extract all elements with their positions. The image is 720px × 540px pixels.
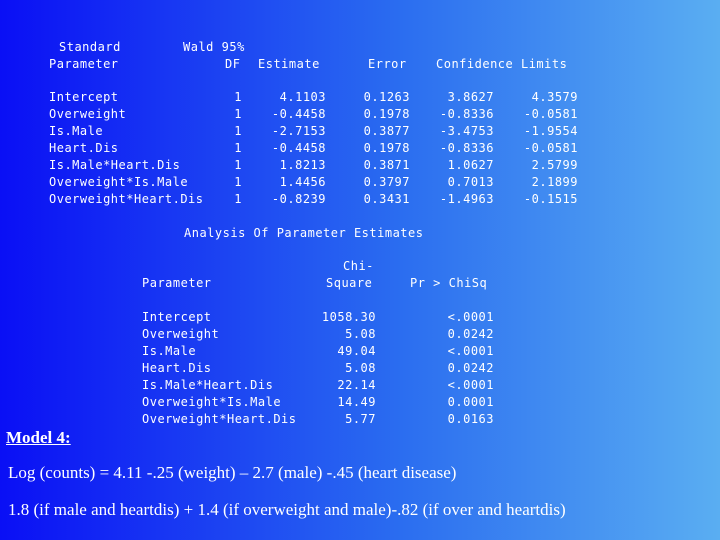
table-cell-df: 1	[234, 192, 242, 206]
table-cell-lower: 0.7013	[447, 175, 494, 189]
table-cell-parameter: Overweight	[49, 107, 127, 121]
table-cell-upper: 4.3579	[531, 90, 578, 104]
header-wald: Wald 95%	[183, 40, 245, 54]
table-cell-lower: 1.0627	[447, 158, 494, 172]
table-cell-upper: -0.1515	[523, 192, 578, 206]
table-cell-upper: 2.5799	[531, 158, 578, 172]
header-df: DF	[225, 57, 241, 71]
table-cell-upper: -0.0581	[523, 107, 578, 121]
header-pr-chisq: Pr > ChiSq	[410, 276, 488, 290]
table-cell-chi: 14.49	[337, 395, 376, 409]
table-cell-upper: -0.0581	[523, 141, 578, 155]
table-cell-parameter: Overweight	[142, 327, 220, 341]
table-cell-p: <.0001	[447, 378, 494, 392]
table-cell-df: 1	[234, 90, 242, 104]
table-cell-error: 0.1263	[363, 90, 410, 104]
table-cell-parameter: Overweight*Is.Male	[142, 395, 282, 409]
table-cell-estimate: -0.4458	[271, 141, 326, 155]
header-chi: Chi-	[343, 259, 374, 273]
table-cell-parameter: Heart.Dis	[49, 141, 119, 155]
table-cell-p: 0.0163	[447, 412, 494, 426]
table-cell-p: 0.0001	[447, 395, 494, 409]
table-cell-parameter: Intercept	[142, 310, 212, 324]
header-chi-square: Square	[326, 276, 373, 290]
header-parameter: Parameter	[49, 57, 119, 71]
table-cell-parameter: Intercept	[49, 90, 119, 104]
table-cell-chi: 5.08	[345, 361, 376, 375]
model-label: Model 4:	[6, 428, 71, 447]
header-error: Error	[368, 57, 407, 71]
header-estimate: Estimate	[258, 57, 320, 71]
table-cell-upper: -1.9554	[523, 124, 578, 138]
table-cell-chi: 22.14	[337, 378, 376, 392]
model-equation-line1: Log (counts) = 4.11 -.25 (weight) – 2.7 …	[8, 463, 457, 482]
table-cell-lower: -0.8336	[439, 141, 494, 155]
table-cell-error: 0.3871	[363, 158, 410, 172]
table-cell-chi: 5.08	[345, 327, 376, 341]
table-cell-lower: -1.4963	[439, 192, 494, 206]
table-cell-estimate: 4.1103	[279, 90, 326, 104]
table-cell-error: 0.3431	[363, 192, 410, 206]
table-cell-p: <.0001	[447, 344, 494, 358]
model-equation-line2: 1.8 (if male and heartdis) + 1.4 (if ove…	[8, 500, 566, 519]
table-cell-parameter: Is.Male*Heart.Dis	[142, 378, 274, 392]
table-cell-p: 0.0242	[447, 327, 494, 341]
table-cell-parameter: Overweight*Heart.Dis	[49, 192, 204, 206]
table-cell-df: 1	[234, 124, 242, 138]
table-cell-parameter: Overweight*Heart.Dis	[142, 412, 297, 426]
table-cell-error: 0.3797	[363, 175, 410, 189]
table-cell-parameter: Is.Male	[142, 344, 197, 358]
table-cell-p: 0.0242	[447, 361, 494, 375]
table-cell-p: <.0001	[447, 310, 494, 324]
table-cell-error: 0.1978	[363, 107, 410, 121]
analysis-title: Analysis Of Parameter Estimates	[184, 226, 424, 240]
table-cell-lower: -0.8336	[439, 107, 494, 121]
table-cell-error: 0.1978	[363, 141, 410, 155]
table-cell-df: 1	[234, 107, 242, 121]
table-cell-parameter: Is.Male*Heart.Dis	[49, 158, 181, 172]
header-standard: Standard	[59, 40, 121, 54]
table-cell-chi: 49.04	[337, 344, 376, 358]
table-cell-upper: 2.1899	[531, 175, 578, 189]
table-cell-df: 1	[234, 175, 242, 189]
header-parameter-2: Parameter	[142, 276, 212, 290]
table-cell-parameter: Heart.Dis	[142, 361, 212, 375]
table-cell-error: 0.3877	[363, 124, 410, 138]
table-cell-chi: 5.77	[345, 412, 376, 426]
table-cell-chi: 1058.30	[321, 310, 376, 324]
table-cell-df: 1	[234, 141, 242, 155]
table-cell-estimate: -2.7153	[271, 124, 326, 138]
table-cell-lower: 3.8627	[447, 90, 494, 104]
header-confidence-limits: Confidence Limits	[436, 57, 568, 71]
table-cell-estimate: 1.8213	[279, 158, 326, 172]
table-cell-estimate: -0.8239	[271, 192, 326, 206]
table-cell-df: 1	[234, 158, 242, 172]
table-cell-parameter: Overweight*Is.Male	[49, 175, 189, 189]
table-cell-lower: -3.4753	[439, 124, 494, 138]
table-cell-parameter: Is.Male	[49, 124, 104, 138]
table-cell-estimate: 1.4456	[279, 175, 326, 189]
table-cell-estimate: -0.4458	[271, 107, 326, 121]
